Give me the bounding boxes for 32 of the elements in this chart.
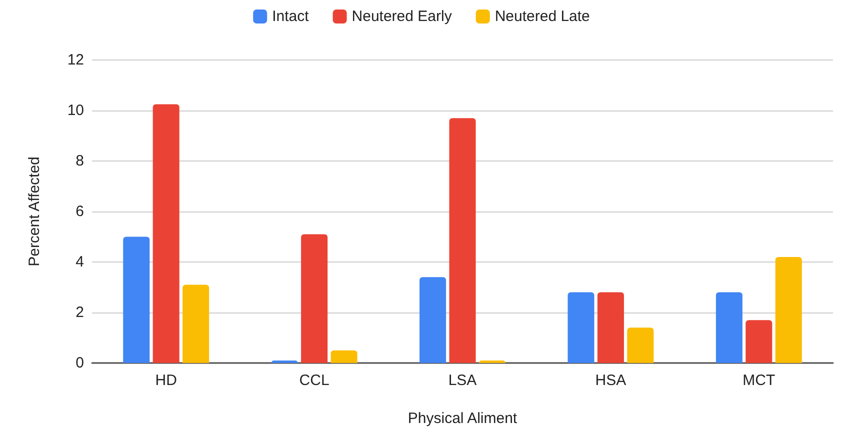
bar — [627, 328, 654, 363]
y-tick-label: 2 — [76, 304, 84, 321]
bar — [330, 350, 358, 363]
bar — [716, 292, 742, 363]
bar — [420, 277, 446, 363]
x-tick-label: HSA — [595, 372, 626, 389]
y-tick-label: 4 — [76, 254, 84, 270]
y-tick-label: 6 — [76, 203, 84, 220]
legend-label: Intact — [272, 8, 310, 25]
y-tick-label: 0 — [76, 354, 84, 372]
x-tick-label: LSA — [448, 372, 477, 389]
bar — [123, 236, 150, 363]
bar — [775, 256, 802, 363]
bar — [271, 360, 298, 363]
legend-label: Neutered Late — [494, 8, 590, 25]
bar — [478, 360, 506, 363]
y-axis-title: Percent Affected — [26, 156, 43, 266]
bar — [746, 320, 772, 363]
bar — [568, 292, 594, 363]
x-tick-label: CCL — [299, 372, 330, 389]
y-tick-label: 8 — [76, 152, 84, 170]
x-tick-label: MCT — [742, 372, 776, 389]
x-tick-label: HD — [155, 372, 178, 389]
legend-label: Neutered Early — [352, 8, 452, 25]
bar — [301, 234, 328, 363]
bar — [182, 284, 210, 363]
bar — [597, 292, 624, 363]
bar — [152, 104, 180, 363]
x-axis-title: Physical Aliment — [408, 410, 518, 427]
bar — [449, 118, 476, 363]
y-tick-label: 12 — [67, 52, 84, 68]
y-tick-label: 10 — [67, 102, 84, 119]
